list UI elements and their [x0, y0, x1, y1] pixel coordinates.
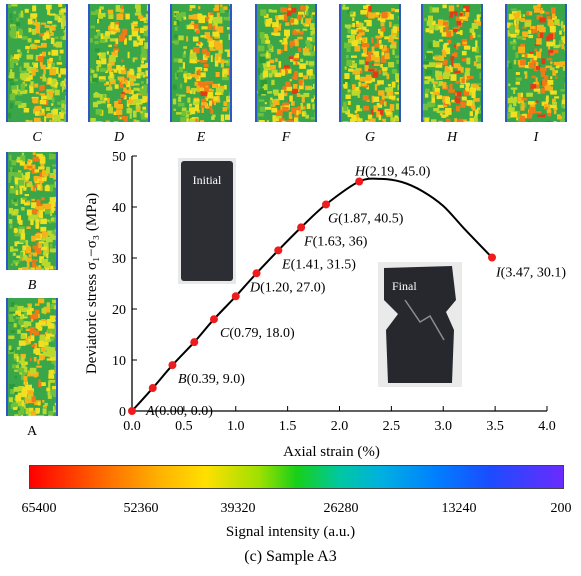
point-annotation: A(0.00, 0.0) — [145, 404, 213, 419]
data-point-marker — [231, 292, 240, 301]
colorbar-tick: 13240 — [441, 501, 477, 516]
data-point-marker — [355, 177, 364, 186]
point-annotation: E(1.41, 31.5) — [281, 257, 356, 272]
initial-photo-label: Initial — [193, 173, 222, 187]
chart-axes: 0.0 0.5 1.0 1.5 2.0 2.5 3.0 3.5 4.0 0 10 20 30 40 50 Ax… — [84, 150, 556, 460]
point-annotation: G(1.87, 40.5) — [328, 211, 404, 226]
data-point-marker — [128, 407, 136, 415]
point-annotation: I(3.47, 30.1) — [495, 266, 566, 281]
x-tick-label: 1.0 — [227, 419, 245, 434]
point-letter: H — [354, 165, 366, 180]
y-axis-title: Deviatoric stress σ₁−σ₃ (MPa) — [84, 193, 100, 374]
colorbar — [29, 465, 564, 489]
point-coordinates: (2.19, 45.0) — [365, 165, 431, 180]
thumbnail-label: F — [281, 130, 291, 145]
data-point-marker — [148, 384, 157, 393]
point-letter: G — [328, 211, 338, 226]
colorbar-title: Signal intensity (a.u.) — [225, 524, 356, 540]
point-letter: C — [220, 326, 230, 341]
colorbar-tick: 39320 — [220, 501, 256, 516]
x-tick-label: 3.5 — [486, 419, 504, 434]
mri-intensity-map — [421, 4, 483, 122]
point-letter: A — [145, 404, 155, 419]
point-annotation: F(1.63, 36) — [303, 234, 368, 249]
point-coordinates: (3.47, 30.1) — [501, 266, 567, 281]
mri-intensity-map — [6, 298, 58, 416]
y-tick-label: 50 — [112, 150, 126, 165]
chart-series — [128, 177, 497, 415]
mri-intensity-map — [88, 4, 150, 122]
thumbnail-label: B — [27, 278, 37, 293]
point-coordinates: (0.39, 9.0) — [187, 372, 246, 387]
figure-caption: (c) Sample A3 — [244, 548, 337, 565]
colorbar-tick: 65400 — [21, 501, 57, 516]
point-coordinates: (0.79, 18.0) — [229, 326, 295, 341]
thumbnail-label: D — [113, 130, 125, 145]
point-coordinates: (1.87, 40.5) — [338, 211, 404, 226]
x-tick-label: 0.5 — [175, 419, 193, 434]
point-coordinates: (0.00, 0.0) — [155, 404, 214, 419]
x-tick-label: 1.5 — [279, 419, 297, 434]
final-photo-label: Final — [392, 279, 417, 293]
data-point-marker — [297, 223, 306, 232]
point-annotation: H(2.19, 45.0) — [354, 165, 431, 180]
sample-photos: Initial Final — [178, 158, 462, 387]
initial-specimen — [181, 161, 233, 281]
thumbnail-label: A — [26, 424, 38, 439]
thumbnail-label: I — [533, 130, 539, 145]
point-letter: I — [495, 266, 502, 281]
data-point-marker — [322, 200, 331, 209]
y-tick-label: 30 — [112, 252, 126, 267]
data-point-marker — [168, 361, 177, 370]
colorbar-tick: 200 — [550, 501, 572, 516]
x-tick-label: 4.0 — [538, 419, 556, 434]
point-annotation: C(0.79, 18.0) — [220, 326, 295, 341]
stress-strain-chart: 0.0 0.5 1.0 1.5 2.0 2.5 3.0 3.5 4.0 0 10 20 30 40 50 Ax… — [84, 150, 566, 460]
mri-intensity-map — [505, 4, 567, 122]
point-letter: D — [249, 280, 260, 295]
mri-intensity-map — [339, 4, 401, 122]
x-tick-label: 0.0 — [123, 419, 141, 434]
point-letter: F — [303, 234, 313, 249]
x-tick-label: 2.0 — [331, 419, 349, 434]
mri-intensity-map — [6, 152, 58, 270]
chart-labels: A(0.00, 0.0)B(0.39, 9.0)C(0.79, 18.0)D(1… — [145, 165, 566, 420]
mri-intensity-map — [6, 4, 68, 122]
point-letter: E — [281, 257, 291, 272]
data-point-marker — [274, 246, 283, 255]
point-annotation: D(1.20, 27.0) — [249, 280, 326, 295]
point-coordinates: (1.41, 31.5) — [291, 257, 357, 272]
data-point-marker — [488, 253, 497, 262]
mri-intensity-map — [255, 4, 317, 122]
y-tick-label: 20 — [112, 303, 126, 318]
thumbnail-label: H — [446, 130, 458, 145]
data-point-marker — [252, 269, 261, 278]
y-tick-label: 10 — [112, 354, 126, 369]
y-tick-label: 40 — [112, 201, 126, 216]
colorbar-tick: 52360 — [123, 501, 159, 516]
point-annotation: B(0.39, 9.0) — [178, 372, 245, 387]
point-coordinates: (1.20, 27.0) — [260, 280, 326, 295]
thumbnail-label: G — [364, 130, 376, 145]
point-letter: B — [178, 372, 187, 387]
mri-intensity-map — [170, 4, 232, 122]
data-point-marker — [190, 338, 199, 347]
x-tick-label: 3.0 — [435, 419, 453, 434]
x-tick-label: 2.5 — [383, 419, 401, 434]
y-tick-label: 0 — [119, 405, 126, 420]
fracture-line — [404, 299, 445, 341]
final-specimen — [384, 266, 456, 383]
point-coordinates: (1.63, 36) — [313, 234, 368, 249]
thumbnail-label: C — [32, 130, 42, 145]
x-axis-title: Axial strain (%) — [283, 444, 380, 460]
colorbar-tick: 26280 — [323, 501, 359, 516]
data-point-marker — [209, 315, 218, 324]
thumbnail-label: E — [196, 130, 206, 145]
